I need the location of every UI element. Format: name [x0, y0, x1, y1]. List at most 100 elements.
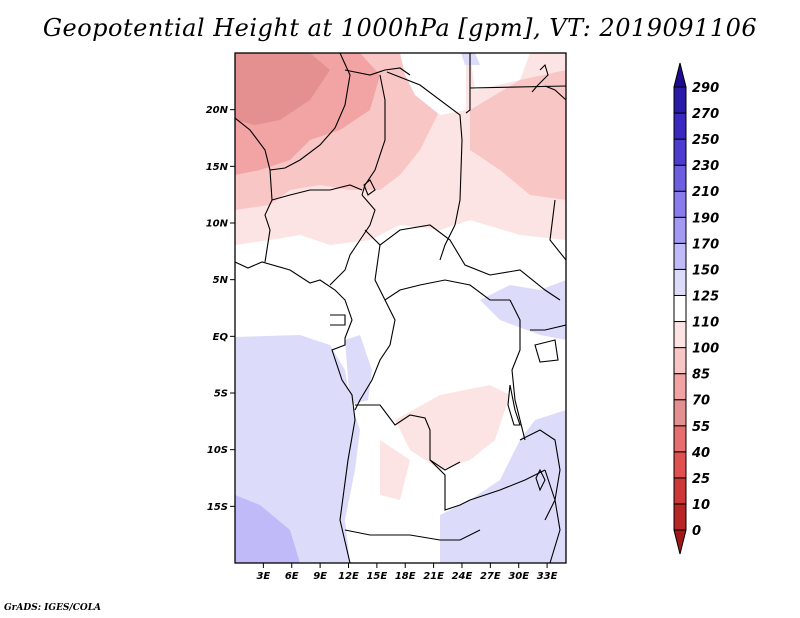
- colorbar-label: 125: [692, 289, 719, 304]
- border-zambia-zimbabwe: [469, 469, 546, 501]
- border-niger-algeria: [344, 67, 411, 76]
- colorbar-swatch: [673, 399, 687, 427]
- field-region-angola-coast: [345, 335, 372, 405]
- colorbar-label: 150: [692, 263, 719, 278]
- coastlines-and-borders: [235, 53, 566, 563]
- border-congo-drc: [354, 299, 396, 411]
- y-tick-label: EQ: [213, 332, 229, 343]
- colorbar-label: 70: [692, 394, 710, 409]
- border-libya-egypt: [465, 53, 471, 114]
- colorbar-label: 210: [692, 185, 719, 200]
- colorbar-swatch: [673, 216, 687, 244]
- colorbar-label: 230: [692, 159, 719, 174]
- colorbar-swatch: [673, 425, 687, 453]
- field-region-ocean-south: [235, 335, 360, 563]
- y-tick-label: 10N: [206, 219, 229, 230]
- border-uganda-kenya: [530, 324, 566, 331]
- x-tick-label: 3E: [256, 571, 270, 582]
- colorbar-swatch: [673, 477, 687, 505]
- border-angola-zambia: [429, 459, 471, 511]
- border-nigeria-cameroon: [329, 194, 376, 286]
- y-tick-label: 15S: [207, 502, 228, 513]
- y-tick-label: 5N: [213, 275, 229, 286]
- field-region-libya-white: [400, 53, 466, 115]
- lake-malawi: [535, 468, 546, 492]
- colorbar-swatch: [673, 242, 687, 270]
- lake-chad: [363, 179, 376, 196]
- border-malawi: [544, 469, 561, 563]
- grads-credit: GrADS: IGES/COLA: [4, 603, 102, 613]
- colorbar-label: 25: [692, 472, 710, 487]
- coastline-west-africa: [235, 261, 356, 563]
- colorbar-label: 110: [692, 316, 719, 331]
- border-sudan-ethiopia: [549, 199, 566, 261]
- border-niger-nigeria: [271, 184, 363, 201]
- field-region-libya-white2: [470, 53, 530, 90]
- x-tick-label: 6E: [285, 571, 299, 582]
- lake-tanganyika: [507, 384, 521, 426]
- colorbar-swatch: [673, 164, 687, 192]
- field-region-zambia: [480, 280, 566, 340]
- y-axis: 20N 15N 10N 5N EQ 5S 10S 15S: [206, 105, 235, 513]
- colorbar-swatch: [673, 190, 687, 218]
- map-plot-area: [235, 53, 566, 563]
- field-region-angola-pink: [395, 385, 510, 470]
- colorbar-swatch: [673, 451, 687, 479]
- colorbar-label: 170: [692, 237, 719, 252]
- x-tick-label: 33E: [537, 571, 558, 582]
- colorbar-bottom-arrow: [673, 529, 687, 555]
- colorbar-label: 0: [692, 524, 701, 539]
- x-tick-label: 12E: [338, 571, 359, 582]
- colorbar-label: 100: [692, 342, 719, 357]
- lake-victoria: [534, 339, 559, 363]
- colorbar-label: 10: [692, 498, 710, 513]
- border-gabon: [330, 314, 346, 326]
- field-region-ocean-sw-deep: [235, 495, 300, 563]
- x-tick-label: 30E: [508, 571, 529, 582]
- x-tick-label: 21E: [423, 571, 444, 582]
- colorbar-top-arrow: [673, 62, 687, 88]
- colorbar-swatch: [673, 503, 687, 531]
- field-region-east-pink: [470, 70, 566, 200]
- border-egypt-sudan: [469, 85, 566, 89]
- nile-red-sea: [531, 63, 549, 93]
- border-chad-sudan: [439, 224, 456, 261]
- colorbar-swatch: [673, 294, 687, 323]
- border-car-drc: [374, 244, 510, 301]
- x-tick-label: 9E: [313, 571, 327, 582]
- y-tick-label: 20N: [206, 105, 229, 116]
- x-tick-label: 24E: [452, 571, 473, 582]
- colorbar-swatch: [673, 268, 687, 296]
- colorbar: 0 10 25 40 55 70 85 100 110 125 150 170 190 210 230 250…: [673, 62, 719, 555]
- border-angola-namibia: [344, 529, 481, 541]
- border-south-sudan: [489, 269, 561, 301]
- colorbar-label: 190: [692, 211, 719, 226]
- y-tick-label: 15N: [206, 162, 229, 173]
- y-tick-label: 5S: [214, 389, 228, 400]
- colorbar-label: 250: [692, 133, 719, 148]
- colorbar-label: 55: [692, 420, 710, 435]
- colorbar-label: 85: [692, 368, 710, 383]
- field-region-angola-pink2: [380, 440, 410, 500]
- colorbar-swatch: [673, 321, 687, 349]
- border-libya-chad: [386, 71, 463, 226]
- border-algeria-mali: [235, 53, 351, 171]
- border-drc-east: [509, 299, 526, 441]
- border-zambia-tanzania: [519, 429, 561, 521]
- border-sudan-east: [544, 85, 566, 101]
- colorbar-swatch: [673, 112, 687, 140]
- y-tick-label: 10S: [207, 445, 228, 456]
- colorbar-swatch: [673, 373, 687, 401]
- colorbar-swatch: [673, 138, 687, 166]
- x-tick-label: 27E: [480, 571, 501, 582]
- border-mali-niger: [264, 169, 273, 263]
- colorbar-swatch: [673, 347, 687, 375]
- field-region-sahara-deep: [235, 53, 330, 125]
- colorbar-label: 270: [692, 107, 719, 122]
- x-axis: 3E 6E 9E 12E 15E 18E 21E 24E 27E 30E 33E: [256, 563, 558, 582]
- colorbar-swatch: [673, 86, 687, 114]
- border-drc-angola: [355, 404, 461, 471]
- x-tick-label: 18E: [395, 571, 416, 582]
- field-region-southeast: [440, 410, 566, 563]
